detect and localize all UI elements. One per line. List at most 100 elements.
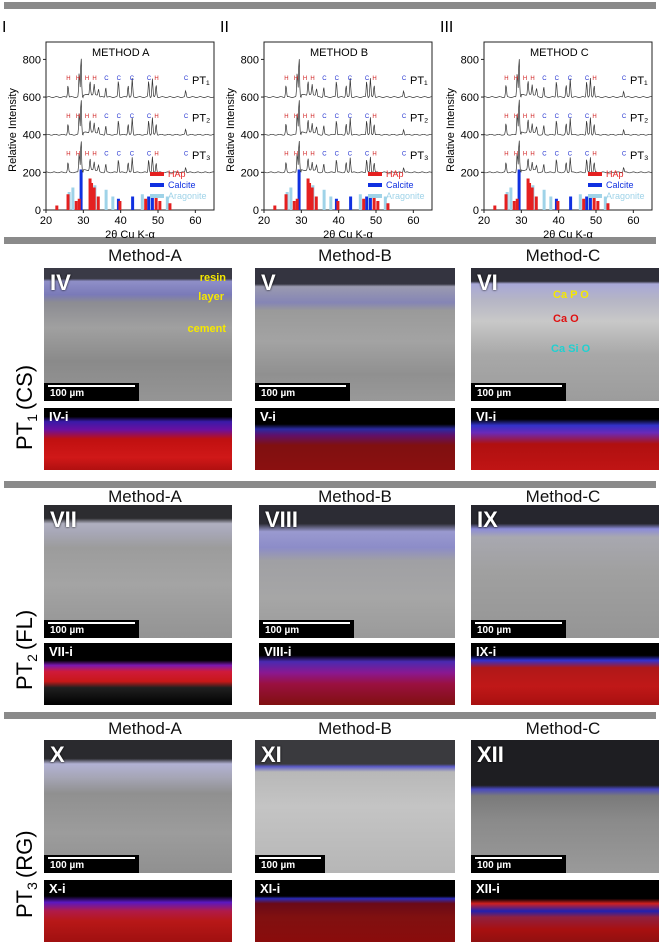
- xrd-trace-pt2: [264, 100, 433, 136]
- edx-label-x-i: X-i: [49, 881, 66, 896]
- peak-marker: H: [514, 151, 518, 157]
- legend-swatch-aragonite: [588, 194, 602, 198]
- peak-marker: H: [530, 151, 534, 157]
- peak-marker: C: [322, 114, 327, 120]
- xrd-trace-pt1: [263, 59, 433, 99]
- peak-marker: H: [85, 114, 89, 120]
- peak-marker: H: [294, 76, 298, 82]
- sem-numeral-xi: XI: [261, 742, 282, 767]
- peak-marker: H: [154, 114, 158, 120]
- scale-label: 100 µm: [477, 860, 512, 871]
- edx-map-v-i: V-i: [255, 408, 455, 470]
- edx-map-viii-i: VIII-i: [259, 643, 455, 705]
- peak-marker: H: [592, 114, 596, 120]
- peak-marker: H: [294, 151, 298, 157]
- peak-marker: C: [365, 76, 370, 82]
- peak-marker: C: [348, 151, 353, 157]
- trace-label-pt1: PT₁: [630, 75, 648, 87]
- y-tick-label: 0: [253, 205, 259, 217]
- peak-marker: C: [130, 151, 135, 157]
- x-tick-label: 50: [152, 215, 164, 227]
- x-tick-label: 30: [515, 215, 527, 227]
- scale-label: 100 µm: [265, 625, 300, 636]
- legend-label-calcite: Calcite: [168, 180, 196, 190]
- peak-marker: C: [104, 151, 109, 157]
- peak-marker: H: [92, 151, 96, 157]
- separator-3: [4, 712, 656, 719]
- trace-label-pt1: PT₁: [192, 75, 210, 87]
- peak-marker: H: [372, 76, 376, 82]
- peak-marker: C: [568, 114, 573, 120]
- y-tick-label: 200: [241, 167, 259, 179]
- peak-marker: H: [372, 114, 376, 120]
- peak-marker: C: [147, 151, 152, 157]
- legend-swatch-calcite: [150, 183, 164, 187]
- x-tick-label: 40: [553, 215, 565, 227]
- peak-marker: C: [335, 76, 340, 82]
- peak-marker: H: [303, 114, 307, 120]
- xrd-method-title: METHOD B: [310, 47, 368, 59]
- row-label-pt1-sub: 1: [24, 414, 40, 422]
- method-header-r1-c: Method-C: [525, 246, 601, 265]
- peak-marker: H: [504, 114, 508, 120]
- svg-text:PT3(RG): PT3 (RG): [12, 830, 40, 918]
- edx-label-ix-i: IX-i: [476, 644, 497, 659]
- annotation-layer: layer: [198, 291, 224, 303]
- xrd-trace-pt3: [46, 141, 215, 174]
- peak-marker: H: [92, 114, 96, 120]
- y-tick-label: 0: [35, 205, 41, 217]
- scale-bar: 100 µm: [471, 383, 566, 401]
- peak-marker: H: [76, 151, 80, 157]
- method-header-r3-a: Method-A: [108, 719, 182, 738]
- xrd-trace-pt1: [484, 59, 653, 98]
- peak-marker: C: [555, 76, 560, 82]
- peak-marker: H: [592, 151, 596, 157]
- y-tick-label: 800: [461, 54, 479, 66]
- x-tick-label: 20: [258, 215, 270, 227]
- x-tick-label: 60: [407, 215, 419, 227]
- x-axis-label: 2θ Cu K-α: [105, 229, 155, 241]
- x-tick-label: 40: [333, 215, 345, 227]
- y-axis-label: Relative Intensity: [445, 88, 457, 172]
- legend-swatch-hap: [150, 172, 164, 176]
- legend-label-hap: HAp: [168, 169, 186, 179]
- peak-marker: C: [622, 76, 627, 82]
- sem-numeral-vi: VI: [477, 270, 498, 295]
- method-header-r2-c: Method-C: [525, 487, 601, 506]
- peak-marker: C: [555, 114, 560, 120]
- scale-bar: 100 µm: [44, 383, 139, 401]
- peak-marker: C: [542, 114, 547, 120]
- sem-image-viii: VIII 100 µm: [259, 505, 455, 638]
- x-tick-label: 50: [370, 215, 382, 227]
- y-tick-label: 800: [23, 54, 41, 66]
- x-axis-label: 2θ Cu K-α: [543, 229, 593, 241]
- legend-label-aragonite: Aragonite: [606, 191, 645, 201]
- sem-image-vi: VI Ca P O Ca O Ca Si O 100 µm: [471, 268, 659, 401]
- peak-marker: C: [402, 151, 407, 157]
- row-label-pt2: PT2 (FL): [2, 500, 42, 700]
- peak-marker: C: [622, 114, 627, 120]
- method-header-r1-a: Method-A: [108, 246, 182, 265]
- peak-marker: H: [294, 114, 298, 120]
- y-tick-label: 200: [461, 167, 479, 179]
- peak-marker: H: [310, 151, 314, 157]
- peak-marker: C: [585, 151, 590, 157]
- separator-1: [4, 237, 656, 244]
- peak-marker: H: [514, 76, 518, 82]
- edx-map-x-i: X-i: [44, 880, 232, 942]
- y-axis-label: Relative Intensity: [225, 88, 237, 172]
- y-tick-label: 600: [461, 92, 479, 104]
- row-label-pt3: PT3 (RG): [2, 728, 42, 928]
- trace-label-pt2: PT₂: [630, 113, 648, 125]
- peak-marker: C: [322, 76, 327, 82]
- trace-label-pt3: PT₃: [192, 150, 211, 162]
- sem-numeral-x: X: [50, 742, 65, 767]
- sem-numeral-ix: IX: [477, 507, 498, 532]
- legend-swatch-aragonite: [368, 194, 382, 198]
- peak-marker: C: [348, 76, 353, 82]
- peak-marker: C: [130, 76, 135, 82]
- peak-marker: H: [66, 151, 70, 157]
- xrd-trace-pt2: [45, 100, 214, 136]
- peak-marker: H: [523, 114, 527, 120]
- peak-marker: C: [402, 76, 407, 82]
